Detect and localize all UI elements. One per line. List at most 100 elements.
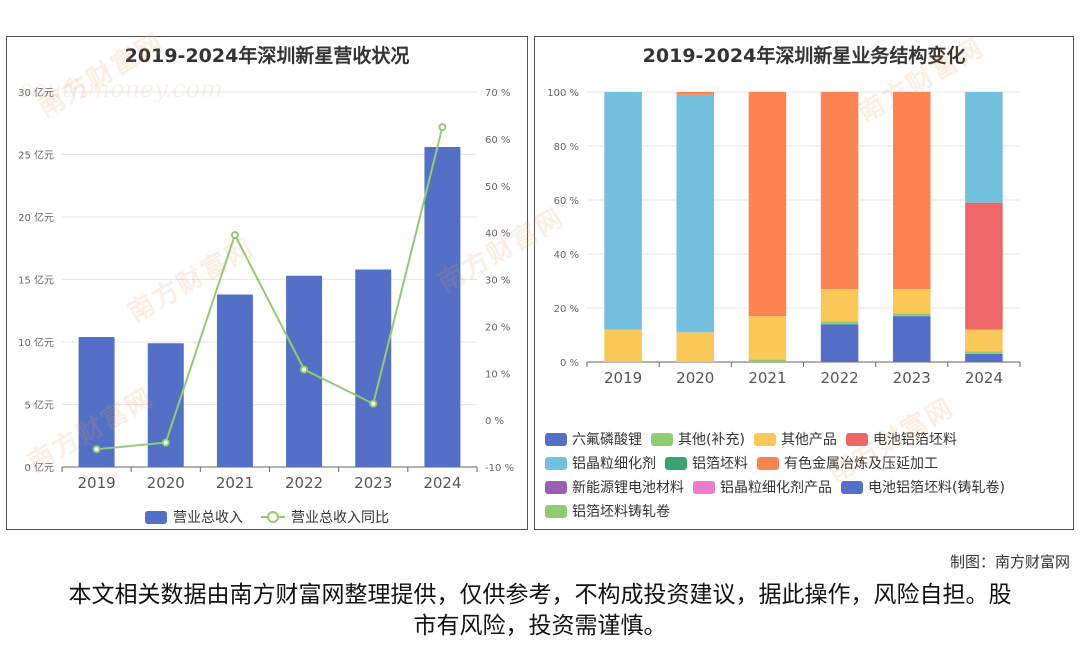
x-tick-label: 2019 (604, 369, 642, 387)
stack-segment (748, 359, 787, 362)
legend-swatch-line (261, 511, 285, 523)
stack-segment (748, 92, 787, 317)
legend-label-revenue: 营业总收入 (173, 510, 243, 526)
stack-segment (820, 92, 859, 290)
stack-segment (604, 92, 642, 330)
legend-item[interactable]: 铝晶粒细化剂产品 (693, 478, 832, 496)
y-left-tick-label: 30 亿元 (18, 86, 54, 99)
legend-item[interactable]: 其他(补充) (651, 430, 745, 448)
x-tick-label: 2019 (77, 474, 115, 492)
y-right-tick-label: 50 % (485, 182, 510, 193)
structure-legend: 六氟磷酸锂 其他(补充) 其他产品 电池铝箔坯料铝晶粒细化剂 铝箔坯料 有色金属冶炼及压延… (545, 430, 1070, 526)
legend-swatch (841, 480, 863, 494)
y-left-tick-label: 5 亿元 (24, 399, 54, 412)
yoy-point (161, 438, 170, 447)
x-tick-label: 2020 (676, 369, 714, 387)
legend-label: 铝晶粒细化剂产品 (720, 480, 832, 496)
y-right-tick-label: -10 % (485, 463, 514, 474)
legend-item[interactable]: 电池铝箔坯料(铸轧卷) (841, 478, 1005, 496)
revenue-legend: 营业总收入 营业总收入同比 (7, 507, 527, 527)
revenue-bar (424, 147, 461, 467)
legend-swatch (665, 456, 687, 470)
legend-swatch (693, 480, 715, 494)
yoy-point (92, 445, 101, 454)
yoy-point (438, 123, 447, 132)
legend-swatch (757, 456, 779, 470)
legend-label: 铝箔坯料铸轧卷 (572, 504, 670, 520)
y-right-tick-label: 60 % (485, 135, 510, 146)
revenue-chart-panel: 2019-2024年深圳新星营收状况 0 亿元 5 亿元 10 亿元 15 亿元 20 … (6, 36, 528, 530)
disclaimer-text: 本文相关数据由南方财富网整理提供，仅供参考，不构成投资建议，据此操作，风险自担。… (68, 582, 1012, 639)
legend-swatch (845, 432, 868, 446)
legend-label: 电池铝箔坯料 (872, 432, 957, 448)
legend-label: 六氟磷酸锂 (572, 432, 642, 448)
y-tick-label: 60 % (554, 196, 579, 207)
legend-label: 其他产品 (780, 432, 837, 448)
yoy-point (300, 365, 309, 374)
y-tick-label: 0 % (560, 358, 579, 369)
legend-item[interactable]: 其他产品 (753, 430, 837, 448)
x-tick-label: 2020 (147, 474, 185, 492)
yoy-point (369, 399, 378, 408)
y-tick-label: 100 % (547, 88, 579, 99)
y-tick-label: 40 % (554, 250, 579, 261)
stack-segment (965, 351, 1003, 354)
stack-segment (820, 324, 859, 362)
legend-label: 有色金属冶炼及压延加工 (784, 456, 938, 472)
structure-chart: 0 % 20 % 40 % 60 % 80 % 100 % 2019 2020 2021 2022… (547, 88, 1021, 387)
revenue-bar (355, 269, 392, 467)
x-tick-label: 2021 (216, 474, 254, 492)
y-tick-label: 80 % (554, 142, 579, 153)
legend-item[interactable]: 铝箔坯料铸轧卷 (545, 502, 670, 520)
legend-label: 铝箔坯料 (692, 456, 748, 472)
legend-swatch (545, 456, 567, 470)
y-right-tick-label: 70 % (485, 88, 510, 99)
legend-item-revenue[interactable]: 营业总收入 (145, 507, 243, 527)
legend-item[interactable]: 有色金属冶炼及压延加工 (757, 454, 938, 472)
stack-segment (604, 329, 642, 362)
y-right-tick-label: 40 % (485, 229, 510, 240)
legend-item[interactable]: 新能源锂电池材料 (545, 478, 684, 496)
legend-label: 铝晶粒细化剂 (572, 456, 656, 472)
stack-segment (965, 202, 1003, 330)
stack-segment (965, 353, 1003, 362)
stack-segment (820, 321, 859, 325)
revenue-bar (216, 294, 253, 467)
y-left-tick-label: 15 亿元 (18, 274, 54, 287)
x-tick-label: 2023 (893, 369, 931, 387)
y-right-tick-label: 10 % (485, 369, 510, 380)
stack-segment (965, 329, 1003, 352)
y-left-tick-label: 25 亿元 (18, 149, 54, 162)
stack-segment (748, 316, 787, 360)
yoy-line (96, 126, 444, 451)
x-tick-label: 2023 (354, 474, 392, 492)
legend-item-yoy[interactable]: 营业总收入同比 (261, 507, 389, 527)
legend-item[interactable]: 电池铝箔坯料 (845, 430, 957, 448)
y-tick-label: 20 % (554, 304, 579, 315)
stack-segment (892, 289, 931, 314)
y-left-tick-label: 0 亿元 (24, 461, 54, 474)
revenue-chart-title: 2019-2024年深圳新星营收状况 (124, 45, 410, 67)
structure-chart-panel: 2019-2024年深圳新星业务结构变化 0 % 20 % 40 % 60 % 80 %… (534, 36, 1074, 530)
y-left-tick-label: 10 亿元 (18, 336, 54, 349)
x-tick-label: 2024 (965, 369, 1003, 387)
legend-label: 电池铝箔坯料(铸轧卷) (868, 480, 1005, 496)
stack-segment (676, 92, 715, 95)
x-tick-label: 2021 (748, 369, 786, 387)
x-tick-label: 2024 (423, 474, 461, 492)
structure-chart-title: 2019-2024年深圳新星业务结构变化 (642, 45, 966, 67)
legend-label: 其他(补充) (678, 432, 745, 448)
legend-swatch (651, 432, 673, 446)
legend-swatch (545, 480, 567, 494)
legend-item[interactable]: 六氟磷酸锂 (545, 430, 642, 448)
legend-label: 新能源锂电池材料 (572, 480, 684, 496)
stack-segment (676, 332, 715, 362)
x-tick-label: 2022 (285, 474, 323, 492)
legend-swatch-bar (145, 510, 167, 524)
legend-item[interactable]: 铝箔坯料 (665, 454, 748, 472)
y-right-tick-label: 30 % (485, 276, 510, 287)
stack-segment (892, 92, 931, 290)
stack-segment (676, 94, 715, 333)
stack-segment (892, 313, 931, 317)
legend-item[interactable]: 铝晶粒细化剂 (545, 454, 656, 472)
